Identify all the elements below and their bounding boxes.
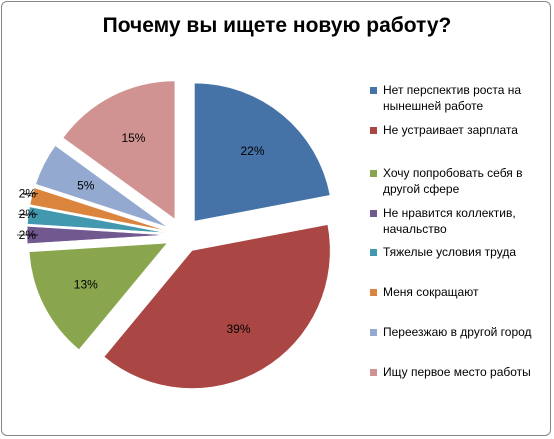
legend-swatch <box>370 127 377 134</box>
legend-label: Нет перспектив роста на нынешней работе <box>383 83 522 113</box>
slice-3 <box>28 242 168 350</box>
slice-8 <box>62 80 176 220</box>
slice-7 <box>35 145 168 228</box>
legend-swatch <box>370 170 377 177</box>
legend-label: Ищу первое место работы <box>383 365 531 379</box>
legend-label: Не устраивает зарплата <box>383 123 518 137</box>
data-label-6: 2% <box>19 187 37 201</box>
data-label-3: 13% <box>74 278 98 292</box>
legend-swatch <box>370 329 377 336</box>
slice-1 <box>194 82 331 222</box>
legend-label: Хочу попробовать себя в другой сфере <box>383 166 523 196</box>
chart-title: Почему вы ищете новую работу? <box>102 14 452 37</box>
legend-swatch <box>370 249 377 256</box>
data-label-2: 39% <box>227 322 251 336</box>
legend-label: Меня сокращают <box>383 285 479 299</box>
pie-data-labels: 22% 39% 13% 5% 15% 2% 2% 2% <box>19 131 265 336</box>
data-label-7: 5% <box>77 178 95 192</box>
legend-label: Переезжаю в другой город <box>383 325 532 339</box>
legend-label: Не нравится коллектив, начальство <box>383 206 516 236</box>
legend-swatch <box>370 369 377 376</box>
legend-swatch <box>370 289 377 296</box>
slice-2 <box>103 224 331 389</box>
leader-line-6 <box>22 193 38 197</box>
legend-swatch <box>370 87 377 94</box>
data-label-5: 2% <box>19 207 37 221</box>
data-label-4: 2% <box>19 228 37 242</box>
data-label-8: 15% <box>121 131 145 145</box>
pie-slices <box>26 80 331 389</box>
legend-swatch <box>370 210 377 217</box>
pie-leader-lines <box>17 193 38 236</box>
data-label-1: 22% <box>241 144 265 158</box>
legend-label: Тяжелые условия труда <box>383 245 516 259</box>
leader-line-5 <box>18 213 38 216</box>
